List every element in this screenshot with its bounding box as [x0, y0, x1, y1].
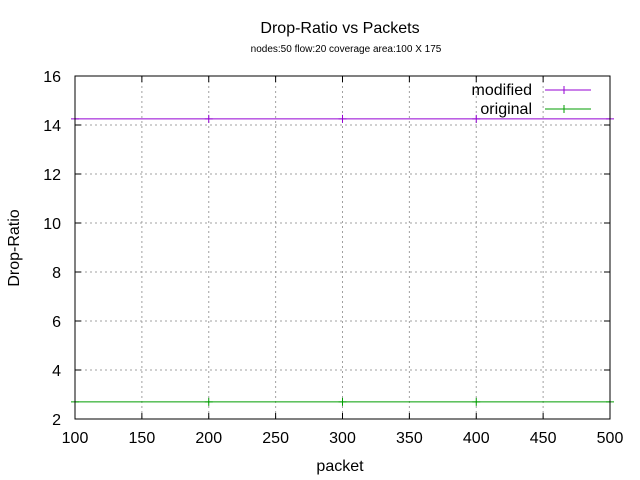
x-tick-label: 450 [530, 430, 557, 447]
chart-title: Drop-Ratio vs Packets [260, 20, 419, 37]
chart-subtitle: nodes:50 flow:20 coverage area:100 X 175 [251, 44, 442, 55]
y-tick-label: 4 [52, 363, 61, 380]
x-tick-label: 250 [262, 430, 289, 447]
y-tick-label: 8 [52, 265, 61, 282]
legend-label-modified: modified [472, 82, 532, 99]
y-axis-label: Drop-Ratio [6, 209, 23, 286]
y-tick-label: 2 [52, 412, 61, 429]
grid [75, 76, 610, 419]
legend-label-original: original [480, 101, 532, 118]
x-tick-label: 400 [463, 430, 490, 447]
y-tick-label: 10 [43, 216, 61, 233]
data-point-modified [338, 114, 347, 123]
data-point-modified [472, 114, 481, 123]
y-tick-label: 16 [43, 69, 61, 86]
x-tick-label: 150 [129, 430, 156, 447]
y-tick-label: 14 [43, 118, 61, 135]
data-point-original [338, 397, 347, 406]
data-point-original [204, 397, 213, 406]
x-tick-label: 500 [597, 430, 624, 447]
data-point-modified [204, 114, 213, 123]
x-tick-label: 300 [329, 430, 356, 447]
y-tick-label: 6 [52, 314, 61, 331]
data-point-original [472, 397, 481, 406]
x-axis-label: packet [316, 458, 364, 475]
x-tick-label: 350 [396, 430, 423, 447]
x-tick-label: 100 [62, 430, 89, 447]
ticks: 100 150 200 250 300 350 400 450 500 2 4 6 8 10 12 14 16 [43, 69, 623, 447]
y-tick-label: 12 [43, 167, 61, 184]
series-layer [71, 114, 614, 406]
x-tick-label: 200 [195, 430, 222, 447]
legend: modified original [472, 82, 591, 118]
